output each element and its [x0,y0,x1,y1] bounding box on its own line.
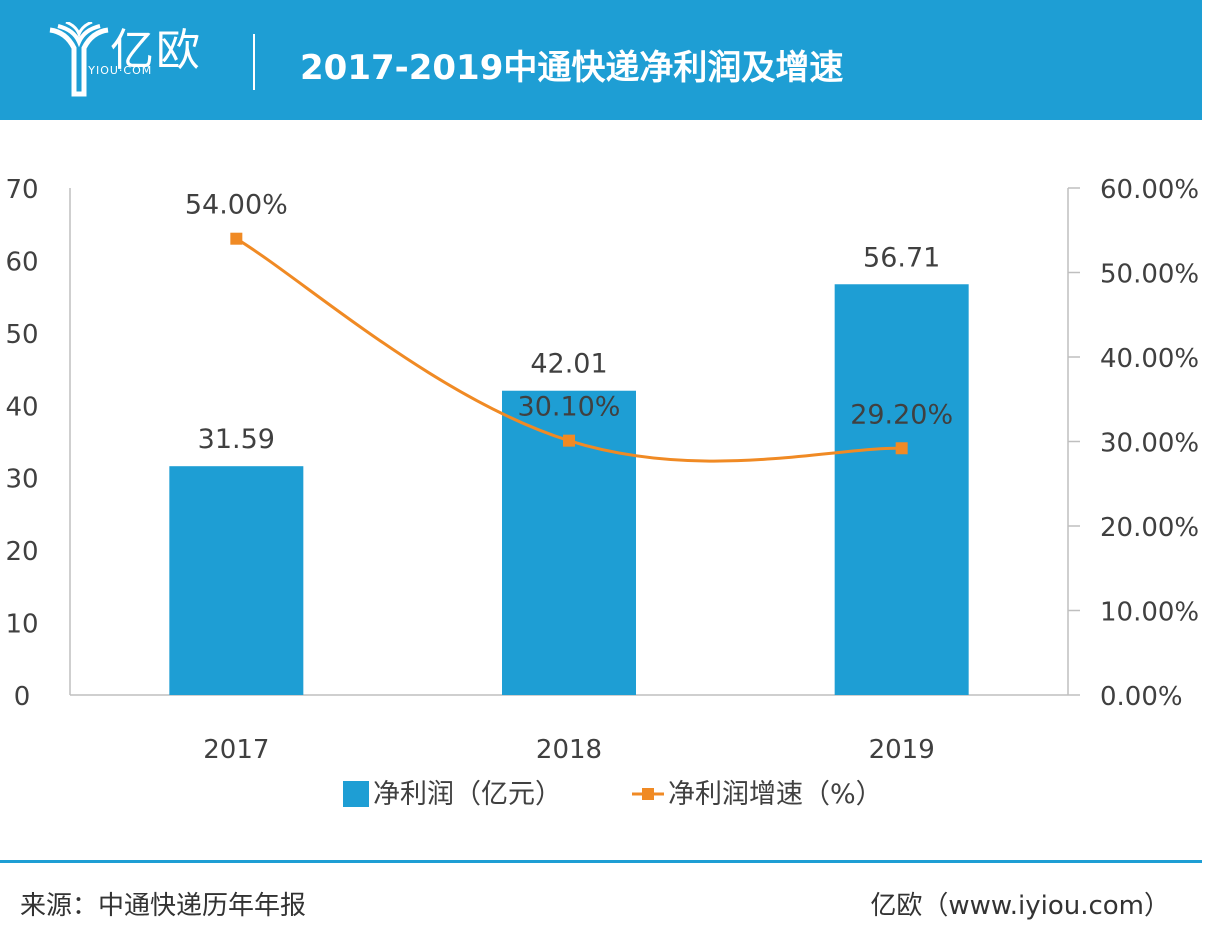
line-point [563,434,575,447]
bar [169,466,304,695]
line-point [895,442,908,455]
bar-data-label: 42.01 [530,349,607,380]
right-tick-label: 0.00% [1100,682,1183,712]
logo-subtext: IYIOU·COM [84,64,153,77]
left-tick-label: 0 [14,682,31,712]
left-tick-label: 70 [5,175,38,205]
x-tick-label: 2019 [869,735,935,765]
line-data-label: 29.20% [850,399,953,430]
right-tick-label: 50.00% [1100,260,1199,290]
right-tick-label: 40.00% [1100,344,1199,374]
legend-line-marker [642,788,654,800]
credit-note: 亿欧（www.iyiou.com） [870,891,1170,921]
left-tick-label: 10 [5,610,38,640]
left-tick-label: 20 [5,537,38,567]
right-tick-label: 60.00% [1100,175,1199,205]
x-tick-label: 2017 [203,735,269,765]
bar-data-label: 31.59 [198,424,275,455]
iyiou-logo-icon [49,22,109,97]
bar [834,284,969,695]
legend-line-label: 净利润增速（%） [668,779,883,810]
right-tick-label: 20.00% [1100,513,1199,543]
source-note: 来源：中通快递历年年报 [20,891,307,921]
line-data-label: 54.00% [185,190,288,221]
left-tick-label: 30 [5,465,38,495]
line-data-label: 30.10% [518,392,621,423]
right-tick-label: 30.00% [1100,429,1199,459]
header-banner: 亿欧 IYIOU·COM 2017-2019中通快递净利润及增速 [0,0,1202,120]
right-tick-label: 10.00% [1100,598,1199,628]
logo-text: 亿欧 [110,25,202,76]
legend-bar-swatch [343,781,369,807]
bar-data-label: 56.71 [863,242,940,273]
header-divider [253,34,255,90]
x-tick-label: 2018 [536,735,602,765]
left-tick-label: 40 [5,392,38,422]
chart-title: 2017-2019中通快递净利润及增速 [300,48,844,88]
left-tick-label: 60 [5,247,38,277]
line-point [230,232,243,245]
legend-bar-label: 净利润（亿元） [373,779,562,810]
left-tick-label: 50 [5,320,38,350]
footer-divider [0,860,1202,863]
